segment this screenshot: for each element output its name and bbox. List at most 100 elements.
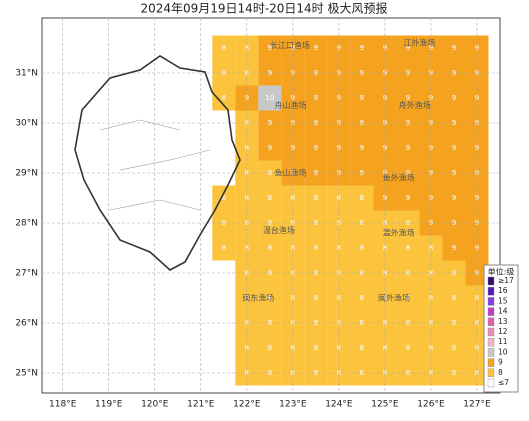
wind-cell	[304, 235, 328, 261]
lat-label: 28°N	[15, 219, 38, 229]
legend-label: 16	[498, 286, 508, 295]
wind-cell	[442, 335, 466, 361]
wind-cell	[350, 185, 374, 211]
wind-cell	[258, 185, 282, 211]
wind-value: 8	[222, 44, 226, 52]
legend-swatch	[487, 338, 495, 347]
wind-value: 8	[406, 294, 410, 302]
wind-cell	[350, 60, 374, 86]
wind-value: 9	[406, 194, 410, 202]
wind-value: 8	[268, 344, 272, 352]
legend-swatch	[487, 327, 495, 337]
wind-value: 9	[360, 119, 364, 127]
wind-value: 9	[452, 94, 456, 102]
wind-cell	[304, 285, 328, 311]
wind-value: 8	[314, 344, 318, 352]
legend-swatch	[487, 358, 495, 367]
wind-value: 9	[314, 119, 318, 127]
legend-label: ≤7	[498, 378, 509, 387]
wind-value: 8	[314, 319, 318, 327]
wind-cell	[442, 185, 466, 211]
wind-value: 8	[360, 369, 364, 377]
wind-value: 9	[360, 69, 364, 77]
wind-cell	[258, 135, 282, 161]
wind-value: 8	[222, 244, 226, 252]
legend-label: 8	[498, 368, 503, 377]
wind-cell	[304, 185, 328, 211]
wind-cell	[350, 310, 374, 336]
lat-label: 26°N	[15, 319, 38, 329]
wind-value: 8	[406, 344, 410, 352]
wind-cell	[212, 35, 236, 61]
wind-value: 9	[406, 144, 410, 152]
lat-label: 31°N	[15, 69, 38, 79]
wind-value: 8	[314, 194, 318, 202]
wind-value: 8	[314, 269, 318, 277]
wind-cell	[258, 285, 282, 311]
wind-cell	[304, 35, 328, 61]
wind-value: 8	[314, 294, 318, 302]
wind-value: 9	[406, 44, 410, 52]
wind-cell	[442, 235, 466, 261]
wind-cell	[304, 160, 328, 186]
area-label: 长江口渔场	[270, 40, 310, 50]
wind-value: 8	[360, 219, 364, 227]
wind-value: 8	[268, 194, 272, 202]
wind-value: 8	[360, 244, 364, 252]
wind-value: 8	[222, 194, 226, 202]
wind-value: 8	[452, 294, 456, 302]
province-border	[74, 55, 241, 271]
wind-value: 9	[452, 144, 456, 152]
wind-cell	[304, 135, 328, 161]
wind-cell	[212, 85, 236, 111]
wind-value: 8	[360, 194, 364, 202]
wind-value: 9	[360, 144, 364, 152]
area-label: 温外渔场	[383, 228, 415, 238]
wind-value: 8	[360, 319, 364, 327]
wind-value: 8	[360, 294, 364, 302]
wind-cell	[304, 310, 328, 336]
wind-value: 9	[406, 94, 410, 102]
legend-swatch	[487, 276, 495, 286]
legend-label: 12	[498, 327, 508, 336]
wind-cell	[350, 360, 374, 386]
lon-label: 122°E	[233, 400, 261, 410]
lon-label: 120°E	[141, 400, 169, 410]
wind-value: 8	[360, 344, 364, 352]
legend-label: 9	[498, 358, 503, 367]
wind-cell	[258, 35, 282, 61]
legend-swatch	[487, 307, 495, 316]
legend-label: ≥17	[498, 276, 514, 285]
wind-value: 9	[314, 44, 318, 52]
wind-cell	[396, 285, 420, 311]
legend-swatch	[487, 317, 495, 326]
wind-value: 9	[314, 94, 318, 102]
wind-value: 8	[314, 369, 318, 377]
legend-title: 单位:级	[488, 267, 515, 277]
lat-label: 30°N	[15, 119, 38, 129]
legend-swatch	[487, 287, 495, 296]
wind-cell	[350, 110, 374, 136]
title: 2024年09月19日14时-20日14时 极大风预报	[140, 1, 387, 16]
wind-cell	[442, 85, 466, 111]
wind-cell	[304, 260, 328, 286]
wind-cell	[350, 260, 374, 286]
lon-label: 127°E	[463, 400, 491, 410]
wind-cell	[396, 35, 420, 61]
wind-cell	[396, 235, 420, 261]
wind-value: 8	[268, 294, 272, 302]
graticule	[42, 18, 500, 393]
wind-cell	[442, 35, 466, 61]
lat-label: 25°N	[15, 369, 38, 379]
wind-cell	[304, 60, 328, 86]
lon-label: 119°E	[95, 400, 123, 410]
wind-cell	[258, 335, 282, 361]
wind-value: 8	[222, 94, 226, 102]
lat-label: 27°N	[15, 269, 38, 279]
wind-value: 8	[406, 244, 410, 252]
wind-value: 9	[314, 169, 318, 177]
wind-value: 9	[314, 69, 318, 77]
